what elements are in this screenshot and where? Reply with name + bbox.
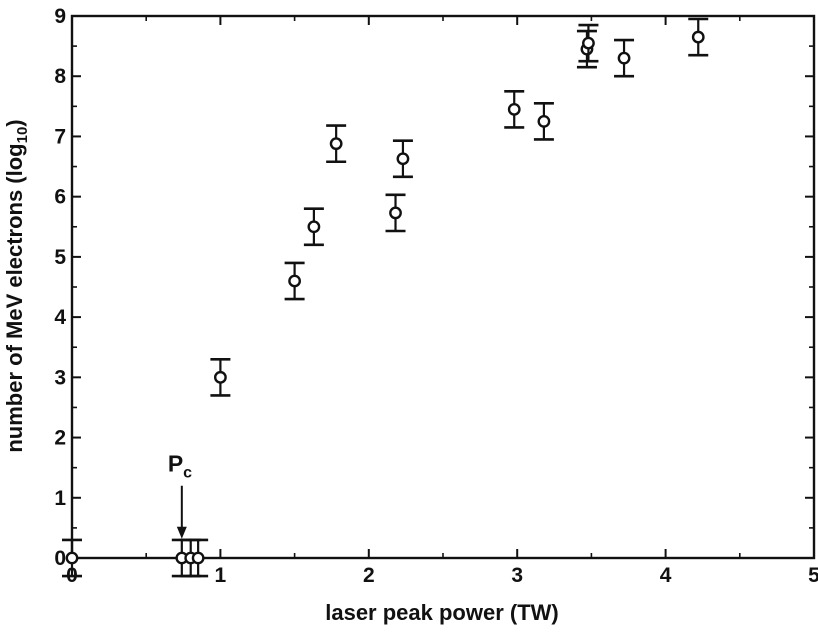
x-tick-label: 2: [363, 564, 375, 587]
data-marker: [389, 206, 402, 220]
pc-annotation-label: Pc: [168, 451, 192, 482]
x-tick-label: 1: [215, 564, 227, 587]
data-marker: [329, 137, 343, 151]
data-marker: [307, 220, 321, 234]
data-point: [188, 538, 209, 578]
data-point: [392, 139, 413, 179]
data-marker: [582, 36, 595, 50]
y-tick-label: 5: [54, 246, 66, 269]
data-marker: [691, 30, 705, 44]
data-point: [578, 23, 599, 63]
data-marker: [396, 152, 410, 166]
pc-annotation-subscript: c: [183, 465, 192, 482]
data-point: [210, 357, 231, 397]
data-marker: [191, 551, 205, 565]
y-tick-label: 0: [54, 547, 66, 570]
y-axis-title-main: number of MeV electrons (log: [2, 143, 27, 452]
y-tick-label: 3: [54, 366, 66, 389]
y-tick-label: 2: [54, 427, 66, 450]
data-marker: [213, 370, 227, 384]
y-axis-title-subscript: 10: [14, 127, 31, 144]
y-tick-label: 7: [54, 125, 66, 148]
data-marker: [617, 51, 631, 65]
data-point: [504, 89, 525, 129]
y-axis: 0 1 2 3 4 5 6 7 8 9: [54, 5, 814, 570]
data-point: [303, 207, 324, 247]
annotation-arrow-head: [176, 526, 187, 539]
y-tick-label: 9: [54, 5, 66, 28]
data-point: [688, 17, 709, 57]
x-tick-label: 3: [511, 564, 523, 587]
y-tick-label: 4: [54, 306, 66, 329]
x-tick-label: 4: [660, 564, 672, 587]
annotation: Pc: [168, 451, 192, 539]
y-axis-title: number of MeV electrons (log10): [2, 119, 31, 452]
y-tick-label: 6: [54, 186, 66, 209]
y-tick-label: 8: [54, 65, 66, 88]
x-tick-label: 5: [808, 564, 818, 587]
data-marker: [507, 102, 521, 116]
y-tick-label: 1: [54, 487, 66, 510]
data-point: [326, 124, 347, 164]
data-point: [284, 261, 305, 301]
x-axis-title: laser peak power (TW): [325, 600, 559, 625]
y-axis-title-end: ): [2, 119, 27, 126]
data-marker: [288, 274, 301, 288]
data-marker: [537, 114, 551, 128]
pc-annotation-main: P: [168, 451, 183, 477]
data-point: [614, 38, 635, 78]
data-point: [533, 102, 554, 141]
data-marker: [65, 551, 79, 565]
data-series: [62, 17, 709, 578]
data-point: [385, 193, 406, 233]
data-point: [62, 538, 82, 578]
